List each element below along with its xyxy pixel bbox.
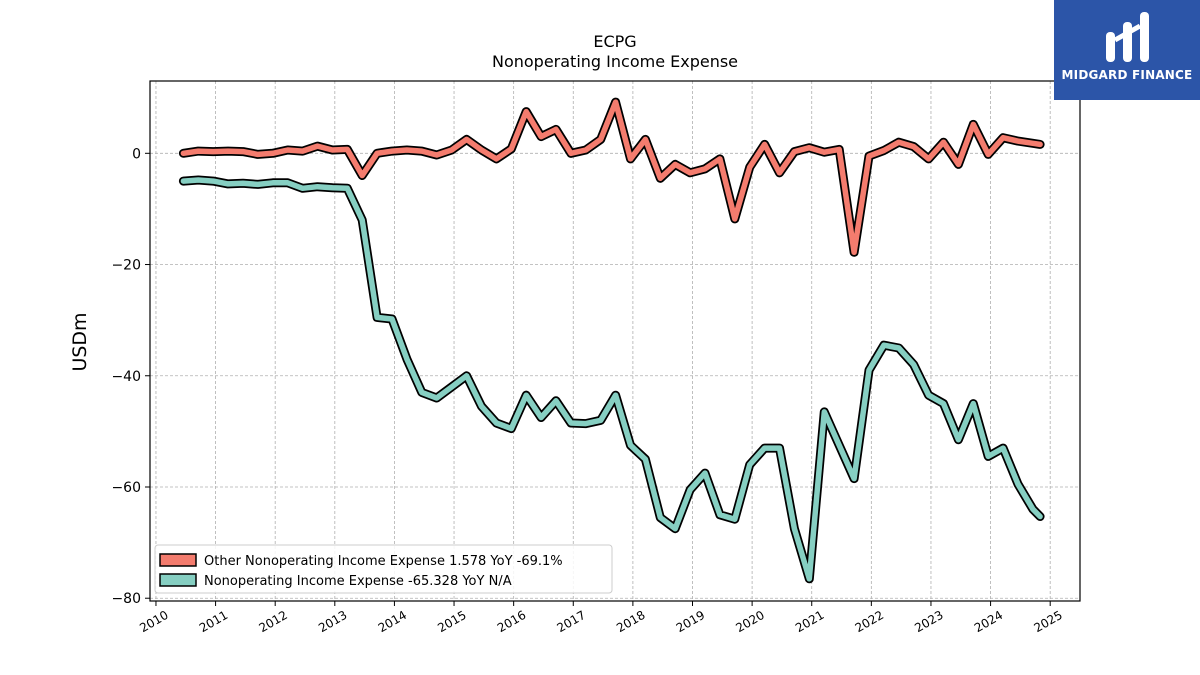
- x-tick-label: 2011: [197, 608, 230, 635]
- legend: Other Nonoperating Income Expense 1.578 …: [154, 544, 613, 594]
- chart-subtitle: Nonoperating Income Expense: [491, 52, 739, 71]
- x-tick-label: 2023: [912, 608, 945, 635]
- x-tick-label: 2021: [793, 608, 826, 635]
- brand-logo: MIDGARD FINANCE: [1054, 0, 1200, 100]
- y-axis-label: USDm: [69, 312, 91, 372]
- legend-swatch-0: [159, 553, 197, 567]
- series-line-0: [180, 99, 1043, 256]
- y-tick-label: 0: [132, 146, 141, 162]
- series-outline-0: [178, 97, 1045, 257]
- legend-label-0: Other Nonoperating Income Expense 1.578 …: [204, 554, 563, 569]
- gridlines: [150, 81, 1080, 601]
- logo-mark-icon: [1106, 12, 1149, 62]
- series-lines: [178, 97, 1045, 584]
- x-tick-label: 2015: [435, 608, 468, 635]
- x-tick-label: 2018: [614, 608, 647, 635]
- x-tick-label: 2024: [972, 608, 1005, 635]
- y-tick-label: −40: [111, 369, 141, 385]
- x-tick-label: 2010: [137, 608, 170, 635]
- x-tick-label: 2019: [674, 608, 707, 635]
- x-tick-label: 2025: [1031, 608, 1064, 635]
- y-tick-label: −80: [111, 591, 141, 607]
- x-tick-label: 2016: [495, 608, 528, 635]
- series-outline-1: [178, 175, 1045, 584]
- x-tick-label: 2020: [733, 608, 766, 635]
- y-tick-label: −20: [111, 258, 141, 274]
- x-tick-label: 2012: [256, 608, 289, 635]
- logo-text: MIDGARD FINANCE: [1061, 68, 1193, 82]
- x-tick-label: 2013: [316, 608, 349, 635]
- x-tick-label: 2014: [376, 608, 409, 635]
- series-line-1: [180, 177, 1043, 582]
- plot-frame: [149, 80, 1081, 602]
- y-tick-label: −60: [111, 480, 141, 496]
- legend-swatch-1: [159, 573, 197, 587]
- legend-label-1: Nonoperating Income Expense -65.328 YoY …: [204, 574, 512, 589]
- legend-box: [154, 544, 613, 594]
- chart-title: ECPG: [593, 32, 637, 51]
- x-tick-label: 2022: [853, 608, 886, 635]
- x-tick-label: 2017: [555, 608, 588, 635]
